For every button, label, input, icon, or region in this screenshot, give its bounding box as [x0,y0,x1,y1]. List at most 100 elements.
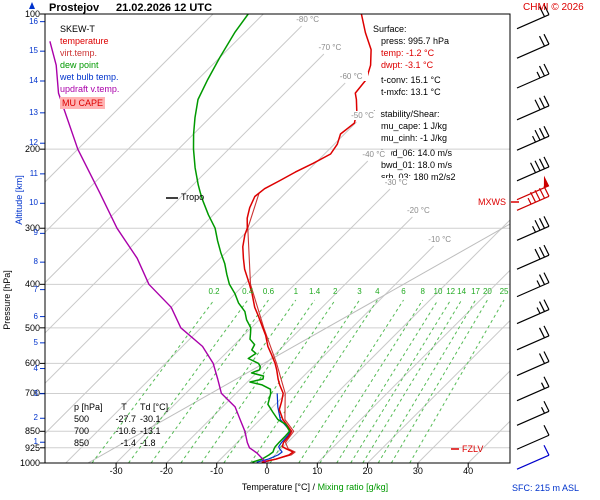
mixing-ratio-label: 14 [457,287,467,296]
altitude-tick-label: 2 [33,413,38,423]
wind-barb-shaft [516,135,550,151]
table-cell: 500 [74,414,90,424]
mixing-ratio-line [350,299,452,463]
wind-barb-half-feather [532,135,537,143]
wind-barb-half-feather [536,280,541,287]
wind-barb-feather [538,35,546,47]
wind-barb-pennant [543,175,549,188]
wind-barb-feather [543,424,550,436]
isotherm-line [166,216,413,463]
mixing-ratio-line [390,299,488,463]
pressure-tick-label: 700 [24,388,40,399]
wind-barb-shaft [516,360,550,377]
legend-item-temperature: temperature [60,36,109,46]
curve-temperature [242,14,372,463]
mixing-ratio-label: 10 [433,287,443,296]
legend-item-updraft: updraft v.temp. [60,84,120,94]
freezing-level-label: FZLV [462,444,484,454]
isotherm-label: -10 °C [422,235,457,244]
pressure-tick-label: 200 [24,144,40,155]
altitude-tick-label: 3 [33,388,38,398]
wind-barb-shaft [516,43,550,59]
mixing-ratio-label: 3 [357,287,362,296]
wind-barb [516,33,550,59]
wind-barb-feather [538,353,546,364]
mixing-ratio-label: 25 [499,287,509,296]
temp-tick-label: -10 [210,466,224,476]
wind-barb-feather [538,158,546,170]
altitude-tick-label: 6 [33,311,38,321]
wind-barb-shaft [516,73,550,89]
mixing-ratio-label: 0.2 [208,287,220,296]
wind-barb-shaft [516,225,550,241]
wind-barb-feather [538,127,546,139]
mixing-ratio-label: 1 [293,287,299,296]
wind-barb-feather [534,220,541,231]
sounding-datetime: 21.02.2026 12 UTC [116,2,213,14]
legend-item-dew-point: dew point [60,60,99,70]
wind-barb [516,400,550,426]
copyright-label: CHMI © 2026 [523,2,584,13]
mixing-ratio-label: 0.6 [262,287,275,296]
plot-border [44,13,511,464]
curves-layer [49,14,372,463]
altitude-tick-label: 8 [33,257,38,267]
altitude-tick-label: 12 [29,138,38,148]
isotherm-line [45,25,302,283]
wind-barb-feather [538,301,546,312]
mixing-ratio-line [128,299,249,463]
wind-barb-shaft [516,195,550,211]
wind-barb-half-feather [540,406,546,414]
shear-srh03: srh_03: 180 m2/s2 [381,172,456,182]
mixing-ratio-line [336,299,439,463]
wind-barb-feather [538,65,546,77]
altitude-axis-arrow-icon [29,2,35,9]
wind-barb-feather [538,274,546,285]
mixing-ratio-label: 20 [482,287,492,296]
table-header-pressure: p [hPa] [74,402,103,412]
isotherm-line [65,160,369,463]
altitude-tick-label: 13 [29,107,38,117]
isotherm-line [45,14,214,183]
wind-barb [516,95,550,121]
shear-bwd06: bwd_06: 14.0 m/s [381,148,453,158]
mixing-ratio-line [91,299,215,463]
altitude-tick-label: 4 [33,363,38,373]
mixing-ratio-label: 6 [401,287,406,296]
wind-barb-half-feather [536,71,541,79]
wind-barb [516,444,550,470]
wind-barb-shaft [516,309,550,325]
wind-barb-feather [543,376,550,387]
max-wind-label: MXWS [478,197,506,207]
overlay-layer [40,4,550,470]
wind-barb-feather [543,244,550,256]
wind-barb [516,351,550,377]
wind-barb [516,299,550,325]
legend-item-wet-bulb: wet bulb temp. [60,72,119,82]
wind-barb [516,272,550,298]
wind-barb-half-feather [527,197,532,205]
mixing-ratio-label: 1.4 [309,287,321,296]
table-cell: -13.1 [140,426,161,436]
station-name: Prostejov [49,2,100,14]
altitude-tick-label: 9 [33,228,38,238]
temp-tick-label: 30 [412,466,423,476]
isotherm-label: -60 °C [334,72,369,81]
wind-barb [516,244,550,270]
info-panel: Surface: press: 995.7 hPa temp: -1.2 °C … [373,23,456,183]
mixing-ratio-axis-label: Mixing ratio [g/kg] [317,482,389,492]
wind-barb-feather [534,248,541,260]
mixing-ratio-label: 4 [375,287,380,296]
x-axis-title: Temperature [°C] / Mixing ratio [g/kg] [150,482,480,492]
wind-barb-feather [530,162,537,174]
table-cell: -1.4 [120,438,136,448]
surface-dwpt: dwpt: -3.1 °C [381,60,434,70]
table-header-dewpoint: Td [°C] [140,402,169,412]
wind-barb [516,424,550,450]
wind-barb-shaft [516,434,550,450]
altitude-tick-label: 11 [29,168,38,178]
isotherm-line [45,82,346,384]
shear-bwd01: bwd_01: 18.0 m/s [381,160,453,170]
wind-barb-feather [543,4,550,15]
